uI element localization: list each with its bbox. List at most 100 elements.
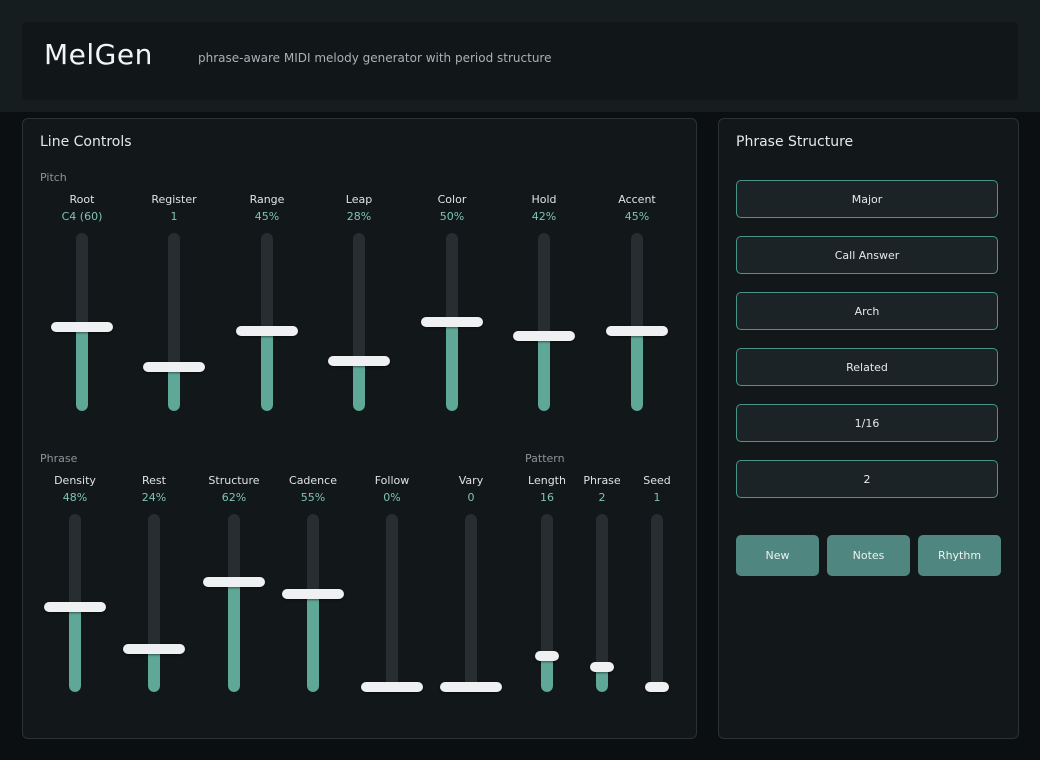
- slider-label: Structure: [208, 474, 260, 487]
- slider-fill: [538, 336, 550, 411]
- slider-thumb[interactable]: [123, 644, 185, 655]
- slider-track[interactable]: [631, 233, 643, 411]
- slider-value: 42%: [531, 210, 557, 223]
- pattern-section-label: Pattern: [525, 452, 565, 465]
- slider-fill: [148, 649, 160, 692]
- phrase-slider-cadence: Cadence 55%: [273, 474, 353, 714]
- slider-value: 50%: [439, 210, 465, 223]
- slider-track[interactable]: [228, 514, 240, 692]
- app-subtitle: phrase-aware MIDI melody generator with …: [198, 51, 552, 65]
- scale-select[interactable]: Major: [736, 180, 998, 218]
- slider-value: 16: [540, 491, 554, 504]
- slider-track[interactable]: [541, 514, 553, 692]
- slider-thumb[interactable]: [421, 317, 483, 327]
- slider-label: Hold: [531, 193, 557, 206]
- slider-track[interactable]: [651, 514, 663, 692]
- pitch-slider-hold: Hold 42%: [504, 193, 584, 433]
- slider-thumb[interactable]: [513, 331, 575, 342]
- app-header: MelGen phrase-aware MIDI melody generato…: [22, 22, 1018, 100]
- slider-label: Follow: [374, 474, 410, 487]
- slider-label: Accent: [618, 193, 656, 206]
- slider-fill: [307, 594, 319, 692]
- slider-thumb[interactable]: [590, 662, 614, 673]
- slider-label: Vary: [458, 474, 484, 487]
- slider-track[interactable]: [353, 233, 365, 411]
- rhythm-button[interactable]: Rhythm: [918, 535, 1001, 576]
- slider-value: 62%: [221, 491, 247, 504]
- slider-thumb[interactable]: [44, 601, 106, 612]
- slider-value: 0%: [383, 491, 401, 504]
- slider-thumb[interactable]: [51, 322, 113, 333]
- slider-label: Root: [69, 193, 95, 206]
- slider-thumb[interactable]: [282, 589, 344, 600]
- bars-select[interactable]: 2: [736, 460, 998, 498]
- pattern-slider-length: Length 16: [525, 474, 569, 714]
- slider-label: Seed: [643, 474, 671, 487]
- slider-label: Phrase: [583, 474, 621, 487]
- relation-select[interactable]: Related: [736, 348, 998, 386]
- phrase-slider-follow: Follow 0%: [352, 474, 432, 714]
- slider-fill: [261, 330, 273, 411]
- slider-track[interactable]: [168, 233, 180, 411]
- slider-fill: [353, 361, 365, 411]
- slider-thumb[interactable]: [143, 361, 205, 372]
- pitch-slider-accent: Accent 45%: [597, 193, 677, 433]
- slider-thumb[interactable]: [535, 651, 559, 662]
- slider-fill: [631, 330, 643, 411]
- slider-fill: [76, 327, 88, 411]
- phrase-slider-density: Density 48%: [35, 474, 115, 714]
- slider-label: Register: [151, 193, 197, 206]
- slider-value: C4 (60): [61, 210, 103, 223]
- line-controls-panel: Line Controls Pitch Phrase Pattern Root C…: [22, 118, 697, 739]
- pitch-section-label: Pitch: [40, 171, 67, 184]
- slider-value: 1: [653, 491, 661, 504]
- slider-thumb[interactable]: [328, 356, 390, 367]
- pitch-slider-leap: Leap 28%: [319, 193, 399, 433]
- slider-track[interactable]: [538, 233, 550, 411]
- phrase-structure-panel: Phrase Structure Major Call Answer Arch …: [718, 118, 1019, 739]
- slider-thumb[interactable]: [203, 576, 265, 587]
- slider-track[interactable]: [465, 514, 477, 692]
- slider-value: 48%: [62, 491, 88, 504]
- slider-track[interactable]: [386, 514, 398, 692]
- new-button[interactable]: New: [736, 535, 819, 576]
- slider-track[interactable]: [261, 233, 273, 411]
- slider-label: Color: [437, 193, 467, 206]
- phrase-section-label: Phrase: [40, 452, 78, 465]
- slider-thumb[interactable]: [606, 325, 668, 336]
- slider-value: 55%: [300, 491, 326, 504]
- slider-thumb[interactable]: [645, 682, 669, 692]
- slider-thumb[interactable]: [361, 682, 423, 692]
- slider-fill: [69, 606, 81, 692]
- pitch-slider-color: Color 50%: [412, 193, 492, 433]
- form-select[interactable]: Call Answer: [736, 236, 998, 274]
- slider-track[interactable]: [148, 514, 160, 692]
- slider-fill: [596, 667, 608, 692]
- notes-button[interactable]: Notes: [827, 535, 910, 576]
- slider-track[interactable]: [76, 233, 88, 411]
- grid-select[interactable]: 1/16: [736, 404, 998, 442]
- slider-fill: [168, 366, 180, 411]
- slider-label: Density: [54, 474, 96, 487]
- slider-thumb[interactable]: [236, 325, 298, 336]
- slider-label: Range: [249, 193, 285, 206]
- pattern-slider-phrase: Phrase 2: [580, 474, 624, 714]
- pattern-slider-seed: Seed 1: [635, 474, 679, 714]
- pitch-slider-register: Register 1: [134, 193, 214, 433]
- app-title: MelGen: [44, 38, 153, 71]
- slider-value: 45%: [624, 210, 650, 223]
- slider-value: 0: [467, 491, 475, 504]
- slider-track[interactable]: [307, 514, 319, 692]
- slider-fill: [541, 656, 553, 692]
- slider-value: 45%: [254, 210, 280, 223]
- line-controls-title: Line Controls: [40, 134, 132, 150]
- slider-value: 1: [170, 210, 178, 223]
- contour-select[interactable]: Arch: [736, 292, 998, 330]
- phrase-structure-title: Phrase Structure: [736, 134, 854, 150]
- slider-value: 2: [598, 491, 606, 504]
- phrase-slider-vary: Vary 0: [431, 474, 511, 714]
- pitch-slider-range: Range 45%: [227, 193, 307, 433]
- slider-value: 28%: [346, 210, 372, 223]
- slider-thumb[interactable]: [440, 682, 502, 692]
- slider-track[interactable]: [596, 514, 608, 692]
